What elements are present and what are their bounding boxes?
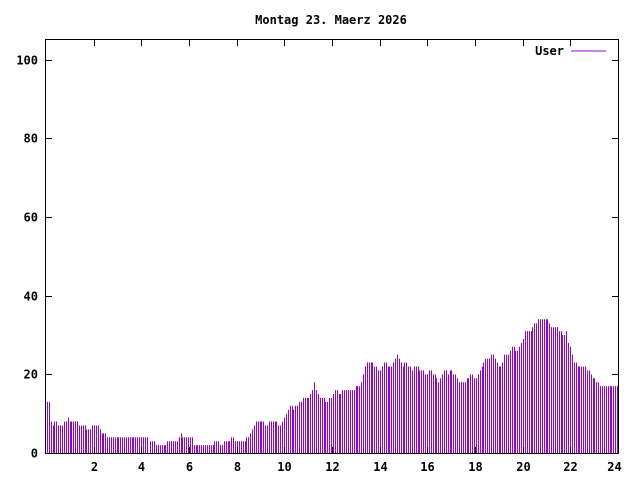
- x-tick-label: 4: [138, 460, 145, 474]
- y-tick-label: 60: [24, 211, 38, 225]
- y-tick-label: 0: [31, 447, 38, 461]
- x-tick-label: 24: [607, 460, 621, 474]
- x-axis: 2 4 6 8 10 12 14 16 18 20 22 24: [91, 40, 622, 474]
- x-tick-label: 2: [91, 460, 98, 474]
- legend: User: [535, 44, 606, 58]
- x-tick-label: 14: [373, 460, 387, 474]
- x-tick-label: 12: [325, 460, 339, 474]
- y-axis: 0 20 40 60 80 100: [16, 54, 618, 461]
- x-tick-label: 20: [516, 460, 530, 474]
- y-tick-label: 100: [16, 54, 38, 68]
- x-tick-label: 22: [563, 460, 577, 474]
- x-tick-label: 8: [234, 460, 241, 474]
- plot-frame: [45, 39, 619, 454]
- y-tick-label: 40: [24, 290, 38, 304]
- y-tick-label: 80: [24, 132, 38, 146]
- x-tick-label: 10: [277, 460, 291, 474]
- x-tick-label: 16: [420, 460, 434, 474]
- x-tick-label: 6: [186, 460, 193, 474]
- bar-series: [47, 319, 618, 453]
- chart-title: Montag 23. Maerz 2026: [255, 13, 407, 27]
- x-tick-label: 18: [468, 460, 482, 474]
- y-tick-label: 20: [24, 368, 38, 382]
- legend-label: User: [535, 44, 564, 58]
